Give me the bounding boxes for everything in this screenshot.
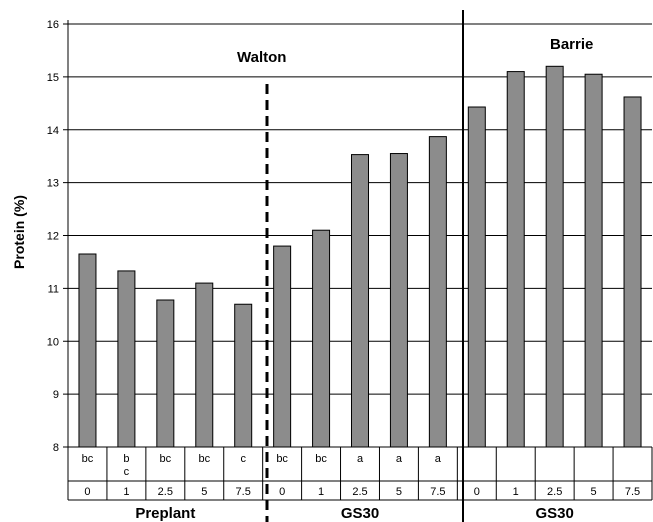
- x-tick-label: 0: [474, 486, 480, 498]
- bar: [389, 153, 408, 448]
- bar: [467, 106, 486, 448]
- bar: [623, 96, 642, 448]
- y-tick-label: 12: [47, 231, 59, 243]
- y-tick-label: 15: [47, 72, 59, 84]
- x-tick-label: 0: [84, 486, 90, 498]
- axes: [63, 20, 652, 500]
- x-tick-label: 1: [318, 486, 324, 498]
- x-tick-label: 5: [201, 486, 207, 498]
- bars: [78, 65, 642, 448]
- y-tick-label: 9: [53, 389, 59, 401]
- x-tick-label: 5: [396, 486, 402, 498]
- group-label: GS30: [535, 505, 573, 522]
- bar: [584, 73, 603, 448]
- y-tick-label: 10: [47, 336, 59, 348]
- bar: [195, 282, 214, 448]
- significance-letter: bc: [276, 453, 288, 465]
- significance-letter: a: [435, 453, 442, 465]
- x-tick-label: 2.5: [158, 486, 173, 498]
- y-tick-label: 11: [48, 283, 59, 295]
- bar: [78, 253, 97, 448]
- significance-letter: bc: [160, 453, 172, 465]
- annotation-barrie: Barrie: [550, 36, 593, 53]
- x-tick-label: 2.5: [547, 486, 562, 498]
- y-tick-labels: 8 9 10 11 12 13 14 15 16: [47, 19, 59, 454]
- x-tick-label: 1: [513, 486, 519, 498]
- y-tick-label: 8: [53, 442, 59, 454]
- bar: [234, 303, 253, 448]
- y-tick-label: 13: [47, 178, 59, 190]
- significance-letter: bc: [82, 453, 94, 465]
- y-axis-label: Protein (%): [11, 195, 27, 269]
- bar: [351, 154, 369, 448]
- significance-letter: a: [396, 453, 403, 465]
- x-tick-label: 7.5: [236, 486, 251, 498]
- significance-letter: c: [240, 453, 246, 465]
- significance-letter: bc: [198, 453, 210, 465]
- x-tick-label: 7.5: [625, 486, 640, 498]
- significance-letter: b: [123, 453, 129, 465]
- x-tick-label: 1: [123, 486, 129, 498]
- bar: [428, 136, 447, 448]
- group-labels: Preplant GS30 GS30: [135, 505, 574, 522]
- significance-letter: bc: [315, 453, 327, 465]
- y-tick-label: 16: [47, 19, 59, 31]
- bar: [545, 65, 564, 448]
- bar: [506, 71, 525, 448]
- significance-letter: c: [124, 466, 130, 478]
- bar: [117, 270, 136, 448]
- group-label: GS30: [341, 505, 379, 522]
- x-tick-label: 2.5: [352, 486, 367, 498]
- x-tick-label: 5: [591, 486, 597, 498]
- bar: [156, 299, 175, 448]
- y-tick-label: 14: [47, 125, 59, 137]
- group-label: Preplant: [135, 505, 195, 522]
- x-tick-label: 7.5: [430, 486, 445, 498]
- bar: [273, 245, 292, 448]
- significance-letter: a: [357, 453, 364, 465]
- bar: [312, 229, 331, 448]
- annotation-walton: Walton: [237, 49, 286, 66]
- x-tick-label: 0: [279, 486, 285, 498]
